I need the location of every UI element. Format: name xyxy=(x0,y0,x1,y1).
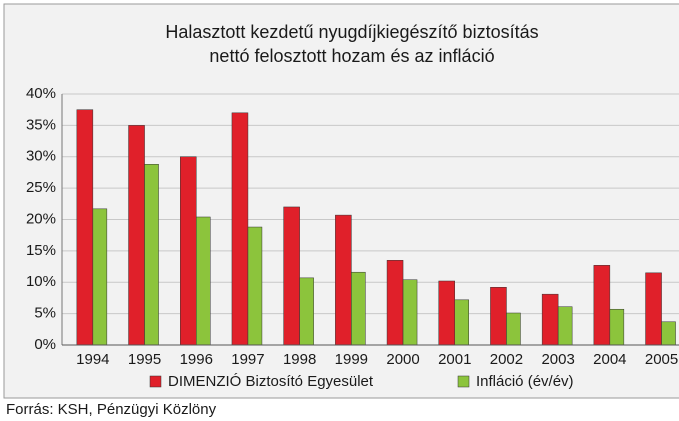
x-tick-label: 2004 xyxy=(593,351,626,368)
bar xyxy=(490,287,507,346)
x-tick-label: 2000 xyxy=(386,351,419,368)
x-tick-label: 2005 xyxy=(645,351,678,368)
bar xyxy=(402,279,418,346)
y-tick-label: 5% xyxy=(34,305,56,322)
x-tick-label: 1998 xyxy=(283,351,316,368)
bar xyxy=(661,321,676,346)
x-tick-label: 1999 xyxy=(335,351,368,368)
source: Forrás: KSH, Pénzügyi Közlöny xyxy=(6,401,217,418)
bar xyxy=(335,214,352,346)
bar xyxy=(283,206,300,346)
bar xyxy=(351,271,366,346)
y-tick-label: 0% xyxy=(34,336,56,353)
legend-label: DIMENZIÓ Biztosító Egyesület xyxy=(168,373,374,390)
bar xyxy=(557,306,573,346)
x-tick-label: 1994 xyxy=(76,351,109,368)
bar xyxy=(299,277,314,346)
y-tick-label: 35% xyxy=(26,116,56,133)
bar xyxy=(247,226,263,346)
bar xyxy=(76,109,94,346)
bar xyxy=(609,308,625,346)
x-tick-label: 1996 xyxy=(180,351,213,368)
x-tick-label: 2002 xyxy=(490,351,523,368)
bar xyxy=(231,112,249,346)
bar xyxy=(438,280,455,346)
bar xyxy=(128,125,145,346)
bar xyxy=(144,164,159,346)
bar xyxy=(196,216,211,346)
x-tick-label: 2001 xyxy=(438,351,471,368)
bar xyxy=(541,293,559,346)
bar xyxy=(180,156,197,346)
chart-title: Halasztott kezdetű nyugdíjkiegészítő biz… xyxy=(165,22,538,42)
y-tick-label: 30% xyxy=(26,148,56,165)
y-tick-label: 10% xyxy=(26,273,56,290)
bar xyxy=(593,265,611,346)
x-tick-label: 1997 xyxy=(231,351,264,368)
x-tick-label: 1995 xyxy=(128,351,161,368)
bar xyxy=(506,312,521,346)
bar xyxy=(645,272,662,346)
y-tick-label: 25% xyxy=(26,179,56,196)
bar xyxy=(386,260,404,346)
legend-swatch xyxy=(149,375,162,388)
bar xyxy=(454,299,469,346)
legend-swatch xyxy=(457,375,470,388)
bar xyxy=(92,208,108,346)
y-tick-label: 20% xyxy=(26,210,56,227)
legend-label: Infláció (év/év) xyxy=(476,373,574,390)
y-tick-label: 15% xyxy=(26,242,56,259)
x-tick-label: 2003 xyxy=(541,351,574,368)
y-tick-label: 40% xyxy=(26,85,56,102)
chart-title: nettó felosztott hozam és az infláció xyxy=(209,46,494,66)
